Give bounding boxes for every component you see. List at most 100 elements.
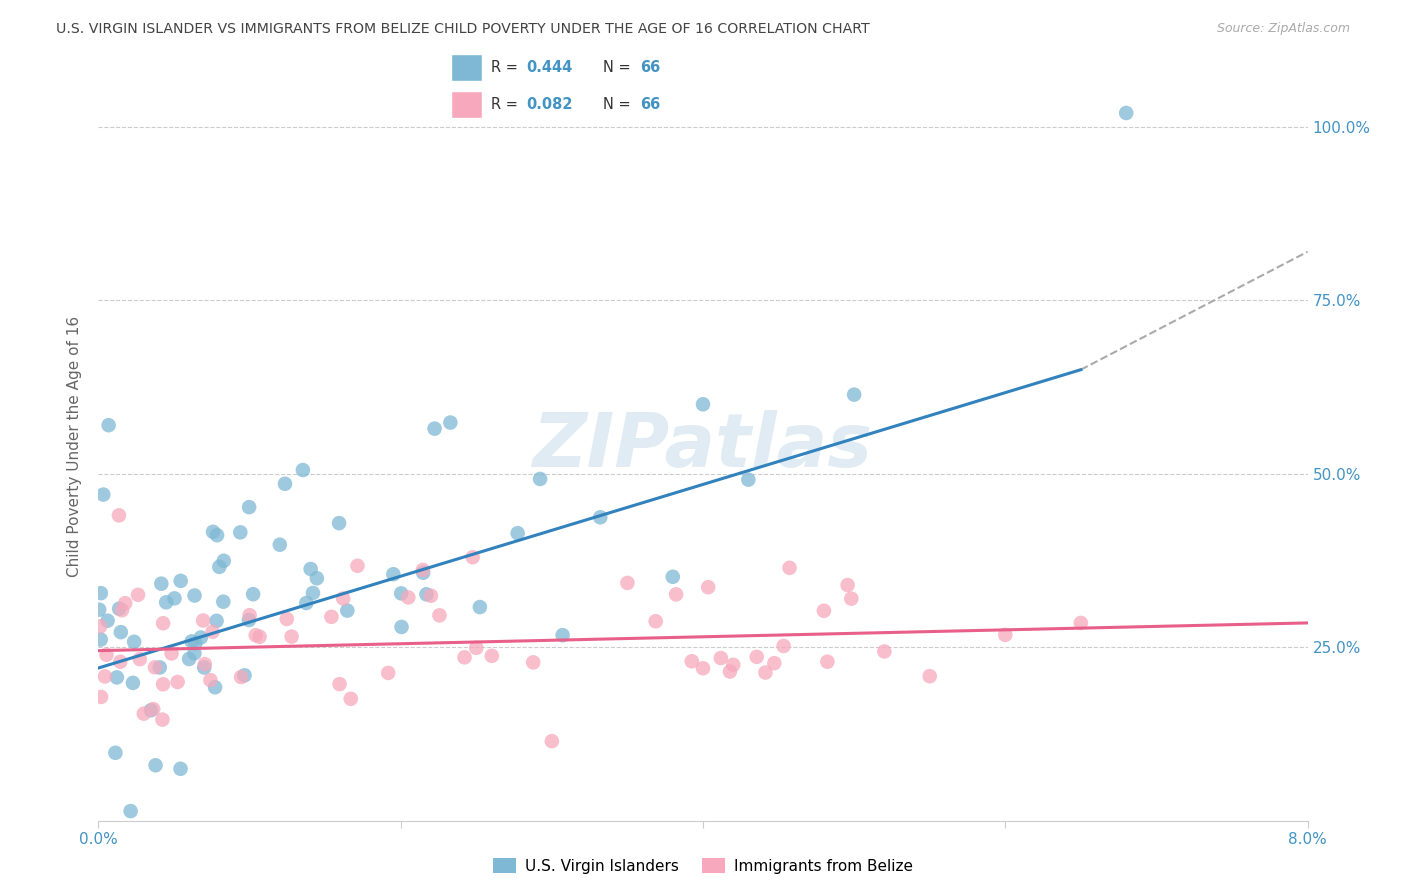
Point (461, 550, 484, 565)
Point (90, 586, 112, 600)
Text: U.S. VIRGIN ISLANDER VS IMMIGRANTS FROM BELIZE CHILD POVERTY UNDER THE AGE OF 16: U.S. VIRGIN ISLANDER VS IMMIGRANTS FROM … (56, 22, 870, 37)
Point (522, 656, 544, 670)
Point (681, 654, 703, 668)
Point (108, 508, 131, 523)
Text: R =: R = (491, 97, 522, 112)
Text: 0.082: 0.082 (526, 97, 572, 112)
Point (321, 610, 343, 624)
Point (346, 558, 368, 573)
Point (415, 587, 437, 601)
Point (295, 596, 318, 610)
Point (391, 620, 413, 634)
Point (238, 500, 260, 515)
Point (229, 670, 252, 684)
Point (439, 416, 461, 430)
Point (97, 418, 120, 433)
Point (122, 676, 145, 690)
Text: 66: 66 (640, 97, 659, 112)
Point (142, 702, 165, 716)
Point (132, 706, 155, 721)
Point (229, 525, 252, 540)
Point (779, 561, 801, 575)
Point (152, 713, 174, 727)
Text: N =: N = (603, 97, 636, 112)
Point (873, 644, 896, 658)
Point (339, 691, 361, 706)
Point (465, 640, 488, 655)
Point (305, 571, 328, 585)
Point (184, 636, 207, 650)
Point (815, 655, 838, 669)
Point (412, 563, 434, 577)
Point (169, 762, 191, 776)
Point (837, 578, 859, 592)
FancyBboxPatch shape (451, 54, 482, 81)
Point (166, 675, 188, 690)
Point (718, 665, 741, 679)
Point (180, 634, 202, 648)
Point (212, 554, 235, 568)
Point (280, 630, 302, 644)
Point (336, 604, 359, 618)
Point (239, 608, 262, 623)
Point (110, 625, 132, 640)
Point (143, 660, 166, 674)
Point (128, 652, 150, 666)
Point (763, 656, 786, 670)
Point (212, 595, 235, 609)
Point (468, 600, 491, 615)
Point (170, 574, 193, 588)
Text: 66: 66 (640, 60, 659, 75)
Point (737, 473, 759, 487)
FancyBboxPatch shape (451, 91, 482, 119)
Point (302, 586, 325, 600)
Point (389, 586, 412, 600)
Point (233, 668, 256, 682)
Point (91, 487, 114, 501)
Point (723, 657, 745, 672)
Point (238, 613, 260, 627)
Point (89, 602, 111, 616)
Point (299, 562, 322, 576)
Point (90, 690, 112, 704)
Point (160, 647, 183, 661)
Point (242, 587, 264, 601)
Point (329, 677, 352, 691)
Point (122, 635, 145, 649)
Point (94, 669, 117, 683)
Text: 0.444: 0.444 (526, 60, 572, 75)
Point (813, 604, 835, 618)
Point (108, 601, 131, 615)
Point (332, 591, 354, 606)
Legend: U.S. Virgin Islanders, Immigrants from Belize: U.S. Virgin Islanders, Immigrants from B… (486, 852, 920, 880)
Point (89, 619, 111, 633)
Point (429, 608, 451, 623)
Point (152, 616, 174, 631)
Point (710, 651, 733, 665)
Point (245, 628, 267, 642)
Point (745, 649, 768, 664)
Point (204, 681, 226, 695)
Point (589, 510, 612, 524)
Point (291, 463, 314, 477)
Point (506, 526, 529, 541)
Point (97, 614, 120, 628)
Point (412, 566, 434, 580)
Point (194, 657, 217, 672)
Point (328, 516, 350, 530)
Point (90, 632, 112, 647)
Point (249, 630, 271, 644)
Point (453, 650, 475, 665)
Point (155, 595, 177, 609)
Point (200, 673, 222, 687)
Point (105, 670, 128, 684)
Point (150, 576, 173, 591)
Point (616, 575, 638, 590)
Point (274, 476, 297, 491)
Point (540, 734, 562, 748)
Point (114, 596, 136, 610)
Point (692, 397, 714, 411)
Point (844, 387, 866, 401)
Point (754, 665, 776, 680)
Text: Source: ZipAtlas.com: Source: ZipAtlas.com (1216, 22, 1350, 36)
